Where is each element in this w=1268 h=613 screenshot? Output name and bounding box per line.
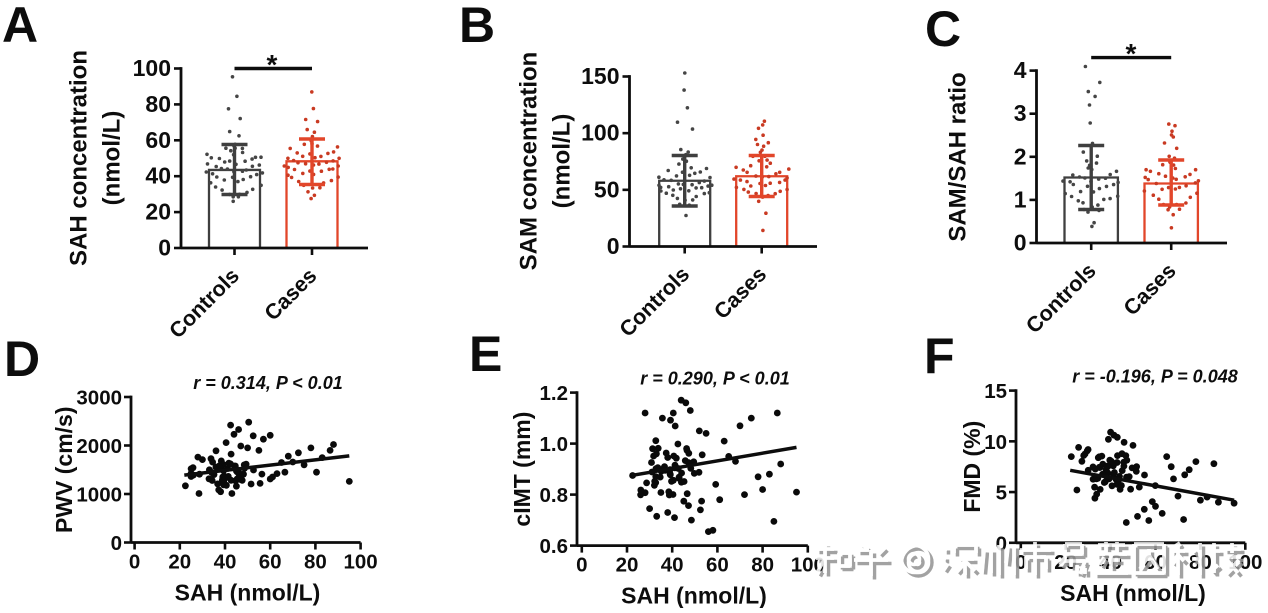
svg-text:15: 15	[984, 380, 1007, 403]
svg-text:(nmol/L): (nmol/L)	[99, 111, 126, 206]
svg-text:SAH (nmol/L): SAH (nmol/L)	[175, 580, 321, 606]
svg-text:3000: 3000	[76, 387, 122, 410]
svg-text:40: 40	[145, 163, 171, 189]
svg-text:0: 0	[607, 233, 620, 259]
svg-text:E: E	[469, 326, 502, 382]
svg-text:50: 50	[594, 176, 620, 202]
svg-text:100: 100	[581, 120, 619, 146]
svg-text:1: 1	[1014, 186, 1027, 212]
svg-text:80: 80	[304, 551, 327, 574]
svg-text:20: 20	[168, 551, 191, 574]
svg-text:F: F	[924, 328, 955, 384]
svg-text:cIMT (mm): cIMT (mm)	[509, 412, 535, 527]
svg-text:60: 60	[706, 554, 729, 577]
svg-text:0: 0	[1015, 551, 1026, 574]
svg-text:1.0: 1.0	[540, 433, 569, 456]
svg-text:PWV (cm/s): PWV (cm/s)	[51, 406, 77, 533]
svg-text:0: 0	[129, 551, 140, 574]
svg-text:0.8: 0.8	[540, 484, 569, 507]
svg-text:r = -0.196, P = 0.048: r = -0.196, P = 0.048	[1072, 367, 1237, 387]
svg-text:B: B	[459, 0, 495, 53]
svg-text:100: 100	[343, 551, 377, 574]
svg-text:0: 0	[996, 532, 1007, 555]
svg-text:C: C	[925, 1, 961, 57]
svg-text:10: 10	[984, 431, 1007, 454]
svg-text:r = 0.314, P < 0.01: r = 0.314, P < 0.01	[193, 373, 342, 393]
svg-text:40: 40	[661, 554, 684, 577]
svg-text:SAH (nmol/L): SAH (nmol/L)	[1060, 580, 1206, 606]
svg-text:150: 150	[581, 63, 619, 89]
svg-text:0: 0	[1014, 230, 1027, 256]
svg-text:*: *	[267, 49, 278, 80]
svg-text:5: 5	[996, 482, 1007, 505]
svg-text:4: 4	[1014, 57, 1027, 83]
svg-text:2000: 2000	[76, 435, 122, 458]
svg-text:2: 2	[1014, 143, 1027, 169]
svg-text:100: 100	[133, 55, 171, 81]
svg-text:A: A	[2, 0, 38, 53]
svg-text:20: 20	[145, 199, 171, 225]
svg-text:*: *	[1126, 38, 1137, 69]
svg-text:r = 0.290, P < 0.01: r = 0.290, P < 0.01	[640, 369, 789, 389]
svg-text:60: 60	[145, 127, 171, 153]
svg-text:0: 0	[111, 532, 122, 555]
svg-text:0: 0	[576, 554, 587, 577]
svg-text:SAH (nmol/L): SAH (nmol/L)	[621, 583, 767, 608]
svg-text:D: D	[4, 331, 40, 387]
svg-text:40: 40	[214, 551, 237, 574]
svg-text:1000: 1000	[76, 484, 122, 507]
svg-text:0.6: 0.6	[540, 535, 569, 558]
svg-text:3: 3	[1014, 100, 1027, 126]
svg-text:SAM concentration: SAM concentration	[516, 52, 543, 271]
svg-text:60: 60	[259, 551, 282, 574]
svg-text:1.2: 1.2	[540, 382, 569, 405]
svg-text:0: 0	[158, 235, 171, 261]
svg-text:20: 20	[616, 554, 639, 577]
svg-text:SAH concentration: SAH concentration	[66, 50, 93, 266]
svg-text:SAM/SAH ratio: SAM/SAH ratio	[945, 72, 972, 241]
svg-text:80: 80	[145, 91, 171, 117]
svg-text:80: 80	[751, 554, 774, 577]
svg-text:FMD (%): FMD (%)	[959, 421, 985, 513]
svg-text:(nmol/L): (nmol/L)	[549, 114, 576, 209]
